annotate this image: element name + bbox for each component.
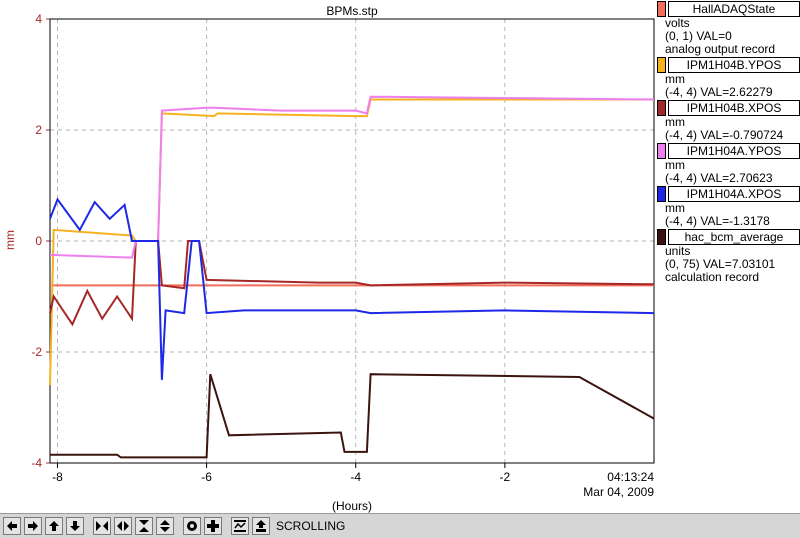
status-text: SCROLLING: [276, 519, 346, 533]
legend-swatch: [657, 100, 666, 116]
arrow-left-icon: [7, 521, 17, 531]
legend-item-header[interactable]: IPM1H04A.XPOS: [657, 186, 800, 202]
zoom-x-out-button[interactable]: [114, 517, 132, 535]
y-tick-label: -2: [31, 345, 42, 359]
x-tick-label: -6: [201, 470, 212, 484]
print-icon: [256, 520, 266, 532]
arrow-up-button[interactable]: [45, 517, 63, 535]
y-tick-label: 2: [35, 123, 42, 137]
legend-units: mm: [665, 158, 685, 172]
x-tick-label: -8: [52, 470, 63, 484]
legend-units: volts: [665, 16, 690, 30]
x-tick-label: -4: [350, 470, 361, 484]
plot-frame: [49, 18, 655, 464]
record-button[interactable]: [183, 517, 201, 535]
legend-swatch: [657, 186, 666, 202]
legend-item-header[interactable]: IPM1H04B.YPOS: [657, 57, 800, 73]
x-tick-label: -2: [500, 470, 511, 484]
y-axis-label: mm: [3, 230, 17, 250]
zoom-y-out-icon: [160, 520, 170, 532]
legend-series-name[interactable]: hac_bcm_average: [668, 229, 800, 245]
legend-type: calculation record: [665, 270, 760, 284]
trace-ipm1h04b-xpos: [49, 240, 655, 327]
legend-readout: (-4, 4) VAL=2.70623: [665, 171, 773, 185]
y-tick-label: 0: [35, 234, 42, 248]
print-button[interactable]: [252, 517, 270, 535]
legend-units: mm: [665, 115, 685, 129]
grid: [50, 19, 654, 463]
arrow-down-icon: [70, 521, 80, 531]
legend-readout: (-4, 4) VAL=-0.790724: [665, 128, 784, 142]
zoom-x-in-button[interactable]: [93, 517, 111, 535]
legend-readout: (0, 75) VAL=7.03101: [665, 257, 776, 271]
date-label: Mar 04, 2009: [583, 485, 654, 499]
legend-item-header[interactable]: IPM1H04B.XPOS: [657, 100, 800, 116]
trace-ipm1h04a-ypos: [49, 95, 655, 259]
legend-readout: (-4, 4) VAL=-1.3178: [665, 214, 770, 228]
legend-item-header[interactable]: HallADAQState: [657, 1, 800, 17]
auto-scale-button[interactable]: [231, 517, 249, 535]
legend-swatch: [657, 1, 666, 17]
record-icon: [187, 521, 197, 531]
axes: -8 -6 -4 -2 -4 -2 0 2 4: [31, 12, 655, 484]
legend-readout: (0, 1) VAL=0: [665, 29, 732, 43]
zoom-y-out-button[interactable]: [156, 517, 174, 535]
toolbar-buttons: [0, 517, 270, 535]
trace-ipm1h04b-ypos: [49, 98, 654, 386]
arrow-down-button[interactable]: [66, 517, 84, 535]
zoom-x-out-icon: [117, 521, 129, 531]
trace-hac-bcm-average: [50, 373, 655, 459]
legend-units: mm: [665, 72, 685, 86]
legend-series-name[interactable]: HallADAQState: [668, 1, 800, 17]
legend-series-name[interactable]: IPM1H04B.XPOS: [668, 100, 800, 116]
arrow-right-icon: [28, 521, 38, 531]
auto-scale-icon: [234, 520, 246, 532]
y-tick-label: -4: [31, 456, 42, 470]
legend-units: units: [665, 244, 691, 258]
legend-readout: (-4, 4) VAL=2.62279: [665, 85, 773, 99]
legend-series-name[interactable]: IPM1H04A.YPOS: [668, 143, 800, 159]
arrow-right-button[interactable]: [24, 517, 42, 535]
zoom-y-in-button[interactable]: [135, 517, 153, 535]
legend-series-name[interactable]: IPM1H04B.YPOS: [668, 57, 800, 73]
zoom-x-in-icon: [96, 521, 108, 531]
zoom-y-in-icon: [139, 520, 149, 532]
trace-ipm1h04a-xpos: [49, 197, 655, 380]
legend-type: analog output record: [665, 42, 776, 56]
add-icon: [207, 520, 219, 532]
legend-swatch: [657, 143, 666, 159]
legend-units: mm: [665, 201, 685, 215]
add-button[interactable]: [204, 517, 222, 535]
toolbar: SCROLLING: [0, 513, 800, 538]
chart-title: BPMs.stp: [326, 4, 378, 18]
legend-item-header[interactable]: hac_bcm_average: [657, 229, 800, 245]
arrow-left-button[interactable]: [3, 517, 21, 535]
legend-item-header[interactable]: IPM1H04A.YPOS: [657, 143, 800, 159]
chart-area[interactable]: BPMs.stp -8 -6 -4 -2 -4 -2 0 2 4 mm (Hours) 04:1…: [0, 0, 657, 513]
legend: HallADAQState volts (0, 1) VAL=0 analog out…: [657, 0, 800, 284]
y-tick-label: 4: [35, 12, 42, 26]
time-label: 04:13:24: [607, 470, 654, 484]
traces: [49, 95, 655, 459]
x-axis-label: (Hours): [332, 499, 372, 513]
arrow-up-icon: [49, 521, 59, 531]
legend-swatch: [657, 57, 666, 73]
legend-swatch: [657, 229, 666, 245]
legend-series-name[interactable]: IPM1H04A.XPOS: [668, 186, 800, 202]
